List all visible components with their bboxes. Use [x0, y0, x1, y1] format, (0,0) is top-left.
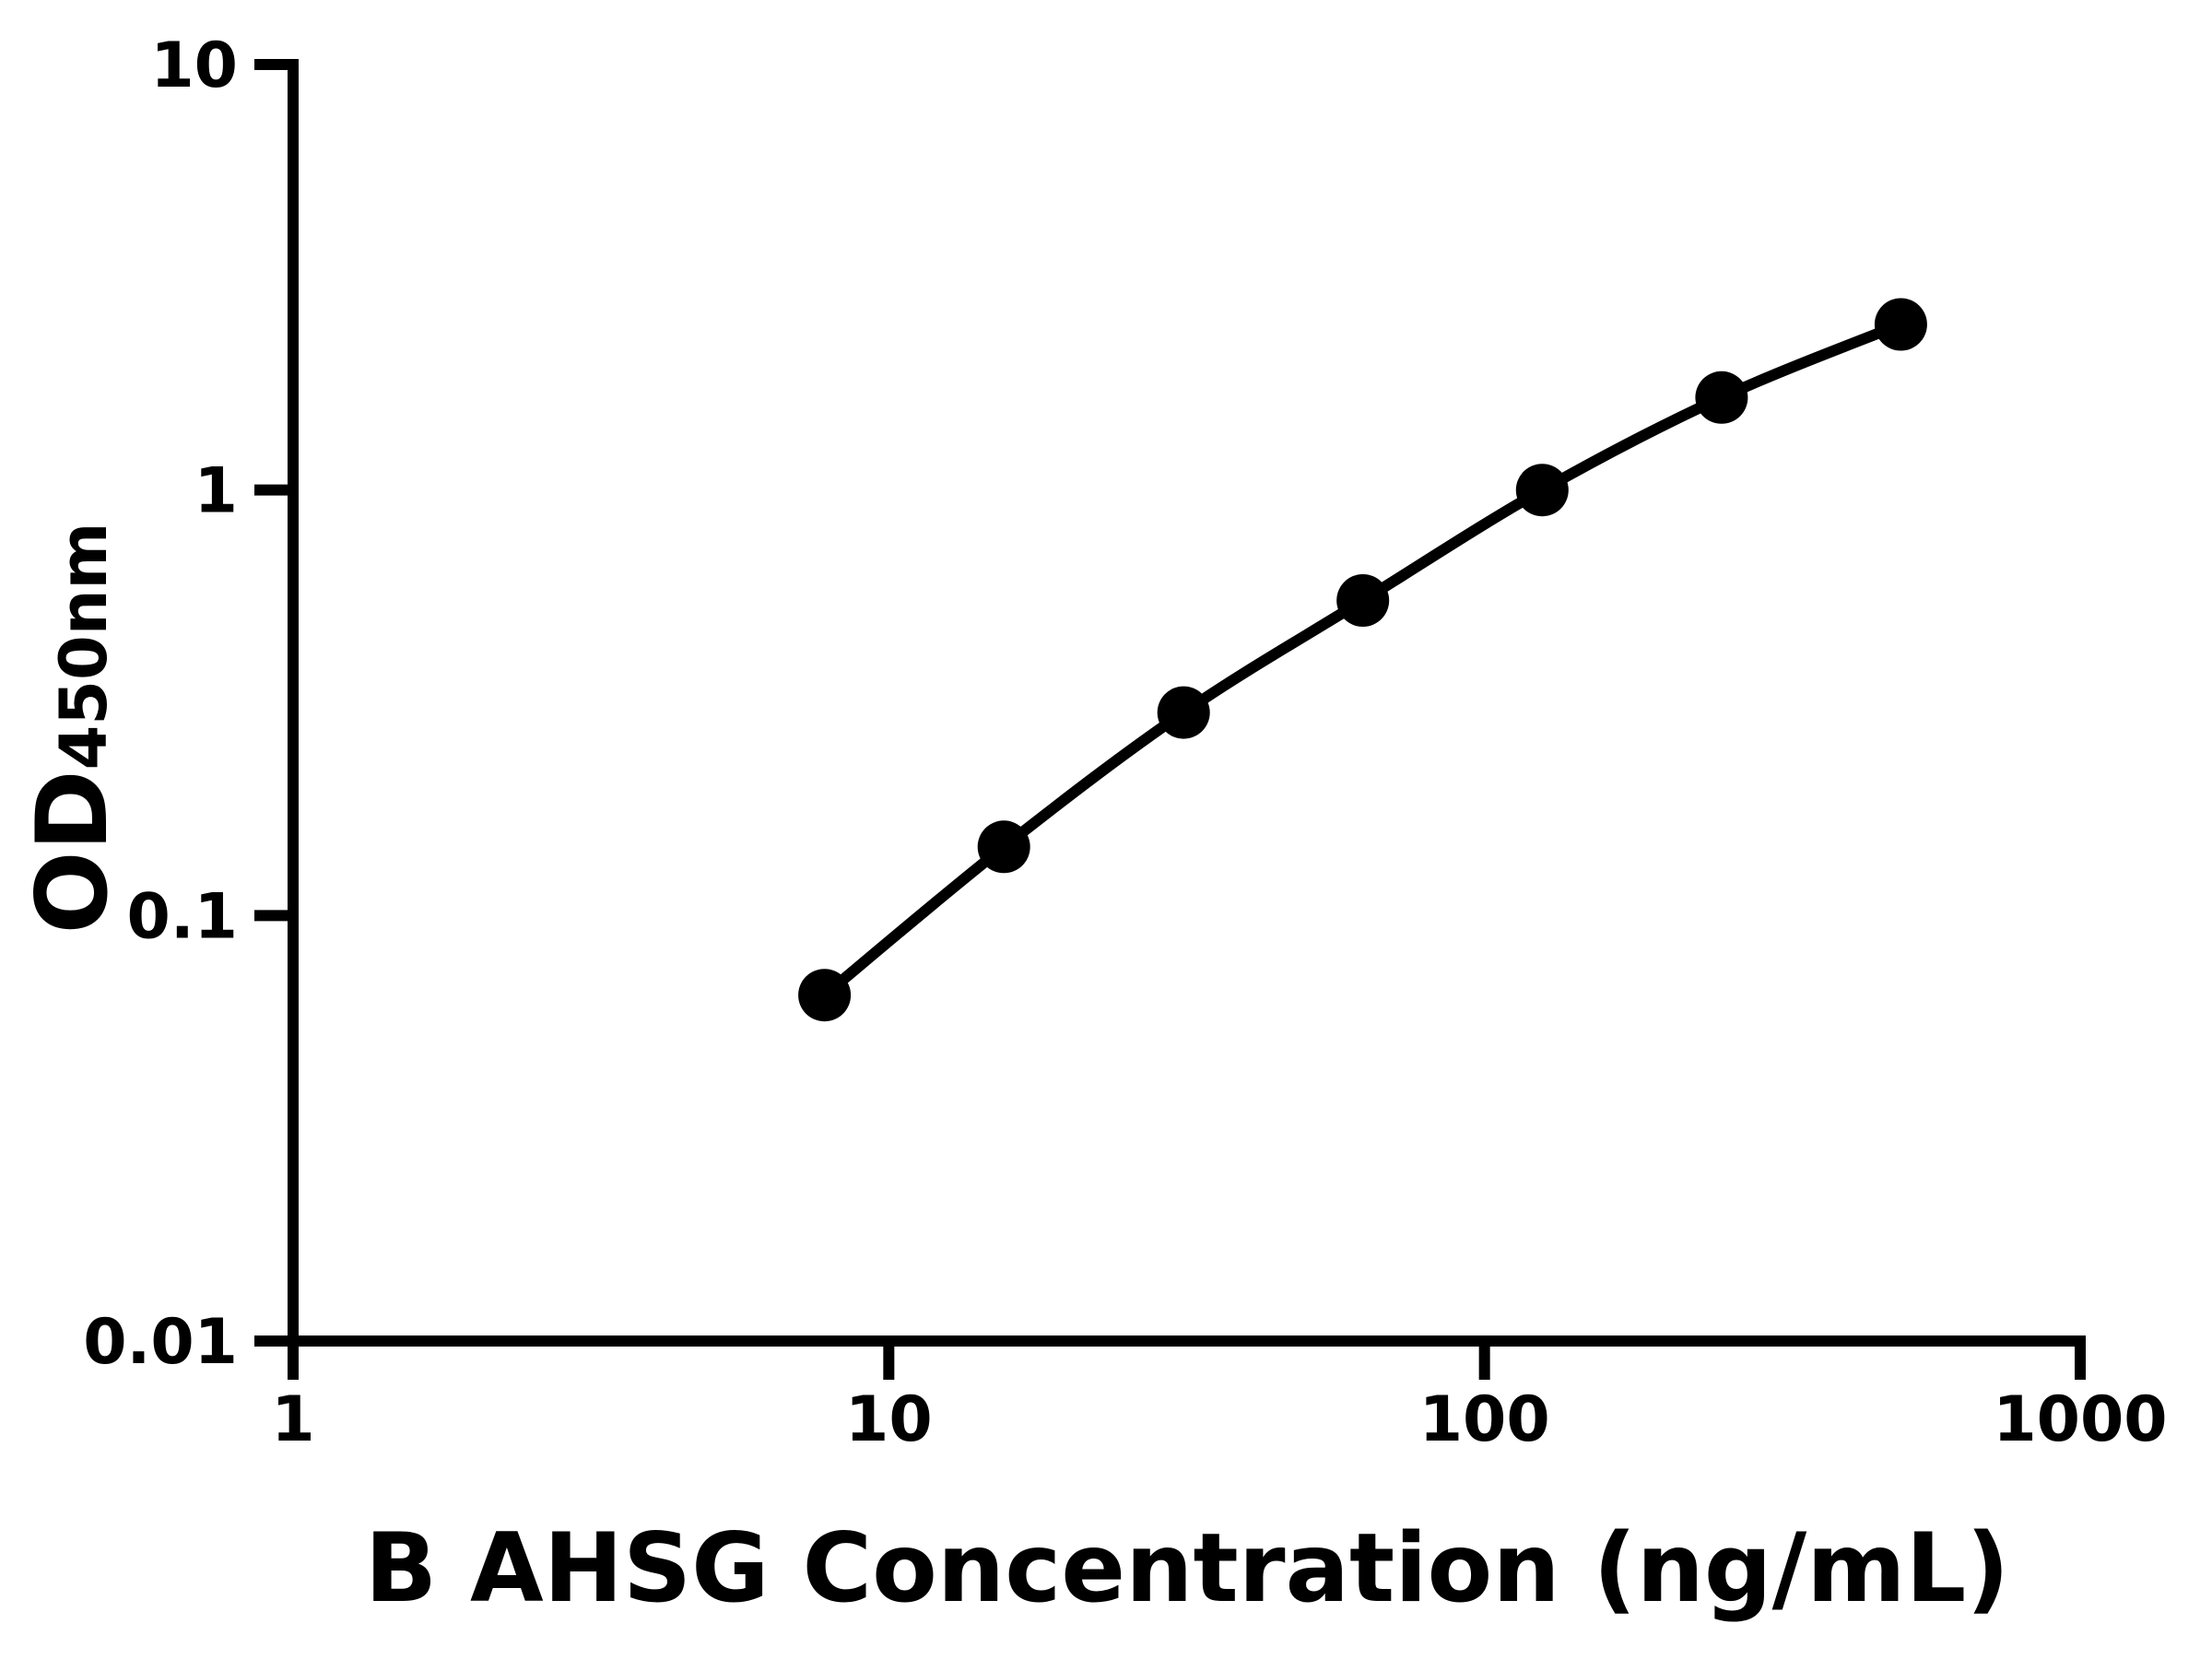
curve-line — [820, 319, 1903, 1000]
y-axis-title-main: OD — [16, 770, 129, 934]
data-point — [977, 820, 1030, 874]
x-tick-label: 1000 — [1993, 1383, 2167, 1456]
data-point — [1695, 371, 1748, 424]
x-tick-label: 100 — [1419, 1383, 1550, 1456]
x-axis-title: B AHSG Concentration (ng/mL) — [365, 1513, 2010, 1624]
y-tick-label: 1 — [194, 455, 238, 528]
x-tick-label: 10 — [845, 1383, 933, 1456]
x-tick-label: 1 — [271, 1383, 314, 1456]
data-point — [1336, 574, 1390, 627]
y-axis-title: OD450nm — [16, 522, 129, 934]
data-point — [1157, 686, 1210, 739]
chart-plot-area: 10 1 0.1 0.01 1 10 100 1000 — [83, 29, 2167, 1456]
y-tick-label: 0.1 — [127, 880, 238, 953]
y-tick-label: 10 — [150, 29, 238, 102]
data-point — [798, 969, 852, 1022]
y-tick-label: 0.01 — [83, 1306, 238, 1379]
y-axis-title-sub: 450nm — [46, 522, 122, 770]
data-point — [1874, 298, 1927, 351]
data-point — [1515, 464, 1569, 517]
